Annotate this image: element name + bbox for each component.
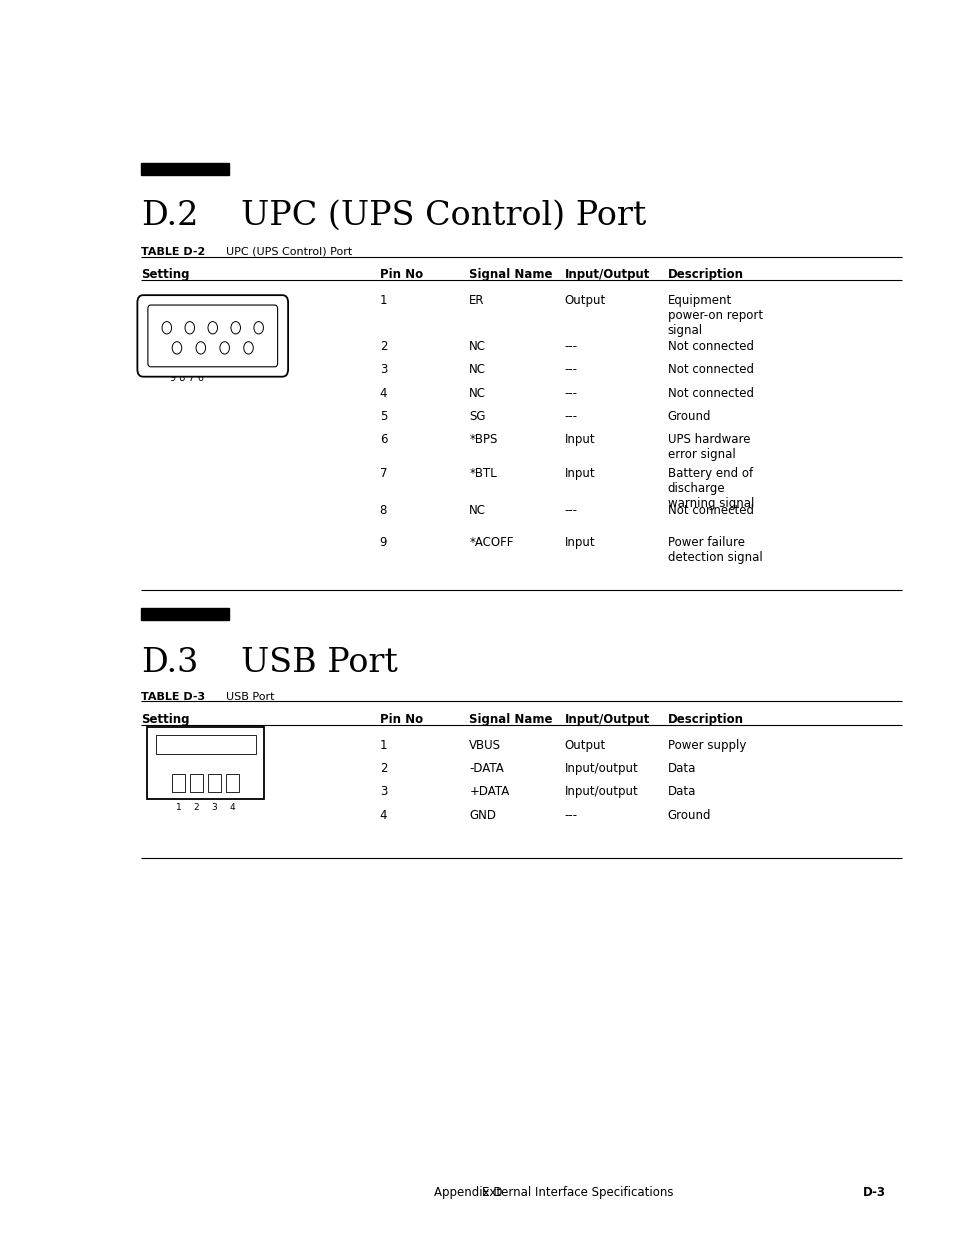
Text: Description: Description — [667, 713, 743, 726]
Bar — [155, 735, 255, 755]
Text: 3: 3 — [379, 363, 387, 377]
Text: Not connected: Not connected — [667, 504, 753, 517]
Circle shape — [253, 321, 263, 333]
Text: SG: SG — [469, 410, 485, 424]
Text: Setting: Setting — [141, 268, 190, 282]
Text: ---: --- — [564, 363, 578, 377]
Text: TABLE D-2: TABLE D-2 — [141, 247, 205, 257]
Text: 2: 2 — [379, 762, 387, 776]
Text: Data: Data — [667, 762, 696, 776]
Text: ---: --- — [564, 340, 578, 353]
Circle shape — [231, 321, 240, 333]
Text: Pin No: Pin No — [379, 268, 422, 282]
Circle shape — [162, 321, 172, 333]
Text: 2: 2 — [193, 803, 199, 811]
Text: -DATA: -DATA — [469, 762, 503, 776]
Bar — [141, 163, 229, 175]
Circle shape — [243, 342, 253, 354]
Text: Not connected: Not connected — [667, 340, 753, 353]
Text: D.2: D.2 — [141, 200, 198, 232]
Text: Output: Output — [564, 294, 605, 308]
Text: Data: Data — [667, 785, 696, 799]
Text: 4: 4 — [230, 803, 235, 811]
Text: *ACOFF: *ACOFF — [469, 536, 514, 550]
Text: 9: 9 — [379, 536, 387, 550]
Text: ER: ER — [469, 294, 484, 308]
Text: Input: Input — [564, 536, 595, 550]
Bar — [208, 774, 221, 792]
Text: ---: --- — [564, 504, 578, 517]
Text: NC: NC — [469, 363, 486, 377]
Text: 9 8 7 6: 9 8 7 6 — [170, 373, 204, 383]
Text: 5 4 3 2 1: 5 4 3 2 1 — [162, 309, 205, 319]
Bar — [172, 774, 185, 792]
Text: Description: Description — [667, 268, 743, 282]
Text: Pin No: Pin No — [379, 713, 422, 726]
Text: +DATA: +DATA — [469, 785, 509, 799]
Circle shape — [208, 321, 217, 333]
Bar — [141, 608, 229, 620]
Text: External Interface Specifications: External Interface Specifications — [481, 1186, 673, 1199]
Text: Power failure
detection signal: Power failure detection signal — [667, 536, 761, 564]
FancyBboxPatch shape — [148, 305, 277, 367]
Text: 3: 3 — [379, 785, 387, 799]
Text: USB Port: USB Port — [219, 692, 274, 701]
Text: 3: 3 — [212, 803, 217, 811]
Text: Battery end of
discharge
warning signal: Battery end of discharge warning signal — [667, 467, 754, 510]
Text: 8: 8 — [379, 504, 387, 517]
Text: *BTL: *BTL — [469, 467, 497, 480]
Text: UPS hardware
error signal: UPS hardware error signal — [667, 433, 749, 462]
Text: 6: 6 — [379, 433, 387, 447]
Text: Setting: Setting — [141, 713, 190, 726]
Text: ---: --- — [564, 410, 578, 424]
Text: NC: NC — [469, 387, 486, 400]
Text: Appendix D: Appendix D — [434, 1186, 502, 1199]
Text: NC: NC — [469, 504, 486, 517]
Bar — [226, 774, 239, 792]
Text: ---: --- — [564, 387, 578, 400]
Text: TABLE D-3: TABLE D-3 — [141, 692, 205, 701]
Text: 1: 1 — [379, 739, 387, 752]
Text: Input/output: Input/output — [564, 785, 638, 799]
Text: Input/Output: Input/Output — [564, 713, 649, 726]
Text: Input/Output: Input/Output — [564, 268, 649, 282]
Text: Equipment
power-on report
signal: Equipment power-on report signal — [667, 294, 762, 337]
Text: USB Port: USB Port — [241, 647, 397, 679]
Text: Power supply: Power supply — [667, 739, 745, 752]
Text: Ground: Ground — [667, 809, 711, 823]
Text: Output: Output — [564, 739, 605, 752]
Circle shape — [219, 342, 229, 354]
Text: Not connected: Not connected — [667, 387, 753, 400]
Text: D-3: D-3 — [862, 1186, 885, 1199]
Bar — [190, 774, 203, 792]
Text: Signal Name: Signal Name — [469, 268, 553, 282]
Bar — [147, 727, 264, 799]
Text: Input: Input — [564, 433, 595, 447]
Text: 5: 5 — [379, 410, 387, 424]
Text: UPC (UPS Control) Port: UPC (UPS Control) Port — [219, 247, 353, 257]
FancyBboxPatch shape — [137, 295, 288, 377]
Text: Input/output: Input/output — [564, 762, 638, 776]
Text: 4: 4 — [379, 387, 387, 400]
Circle shape — [172, 342, 181, 354]
Text: 2: 2 — [379, 340, 387, 353]
Text: NC: NC — [469, 340, 486, 353]
Text: 4: 4 — [379, 809, 387, 823]
Circle shape — [185, 321, 194, 333]
Text: VBUS: VBUS — [469, 739, 501, 752]
Text: Not connected: Not connected — [667, 363, 753, 377]
Text: Ground: Ground — [667, 410, 711, 424]
Text: 7: 7 — [379, 467, 387, 480]
Text: UPC (UPS Control) Port: UPC (UPS Control) Port — [241, 200, 646, 232]
Text: 1: 1 — [379, 294, 387, 308]
Text: 1: 1 — [175, 803, 181, 811]
Text: ---: --- — [564, 809, 578, 823]
Text: *BPS: *BPS — [469, 433, 497, 447]
Text: Signal Name: Signal Name — [469, 713, 553, 726]
Text: D.3: D.3 — [141, 647, 198, 679]
Text: GND: GND — [469, 809, 496, 823]
Circle shape — [196, 342, 206, 354]
Text: Input: Input — [564, 467, 595, 480]
